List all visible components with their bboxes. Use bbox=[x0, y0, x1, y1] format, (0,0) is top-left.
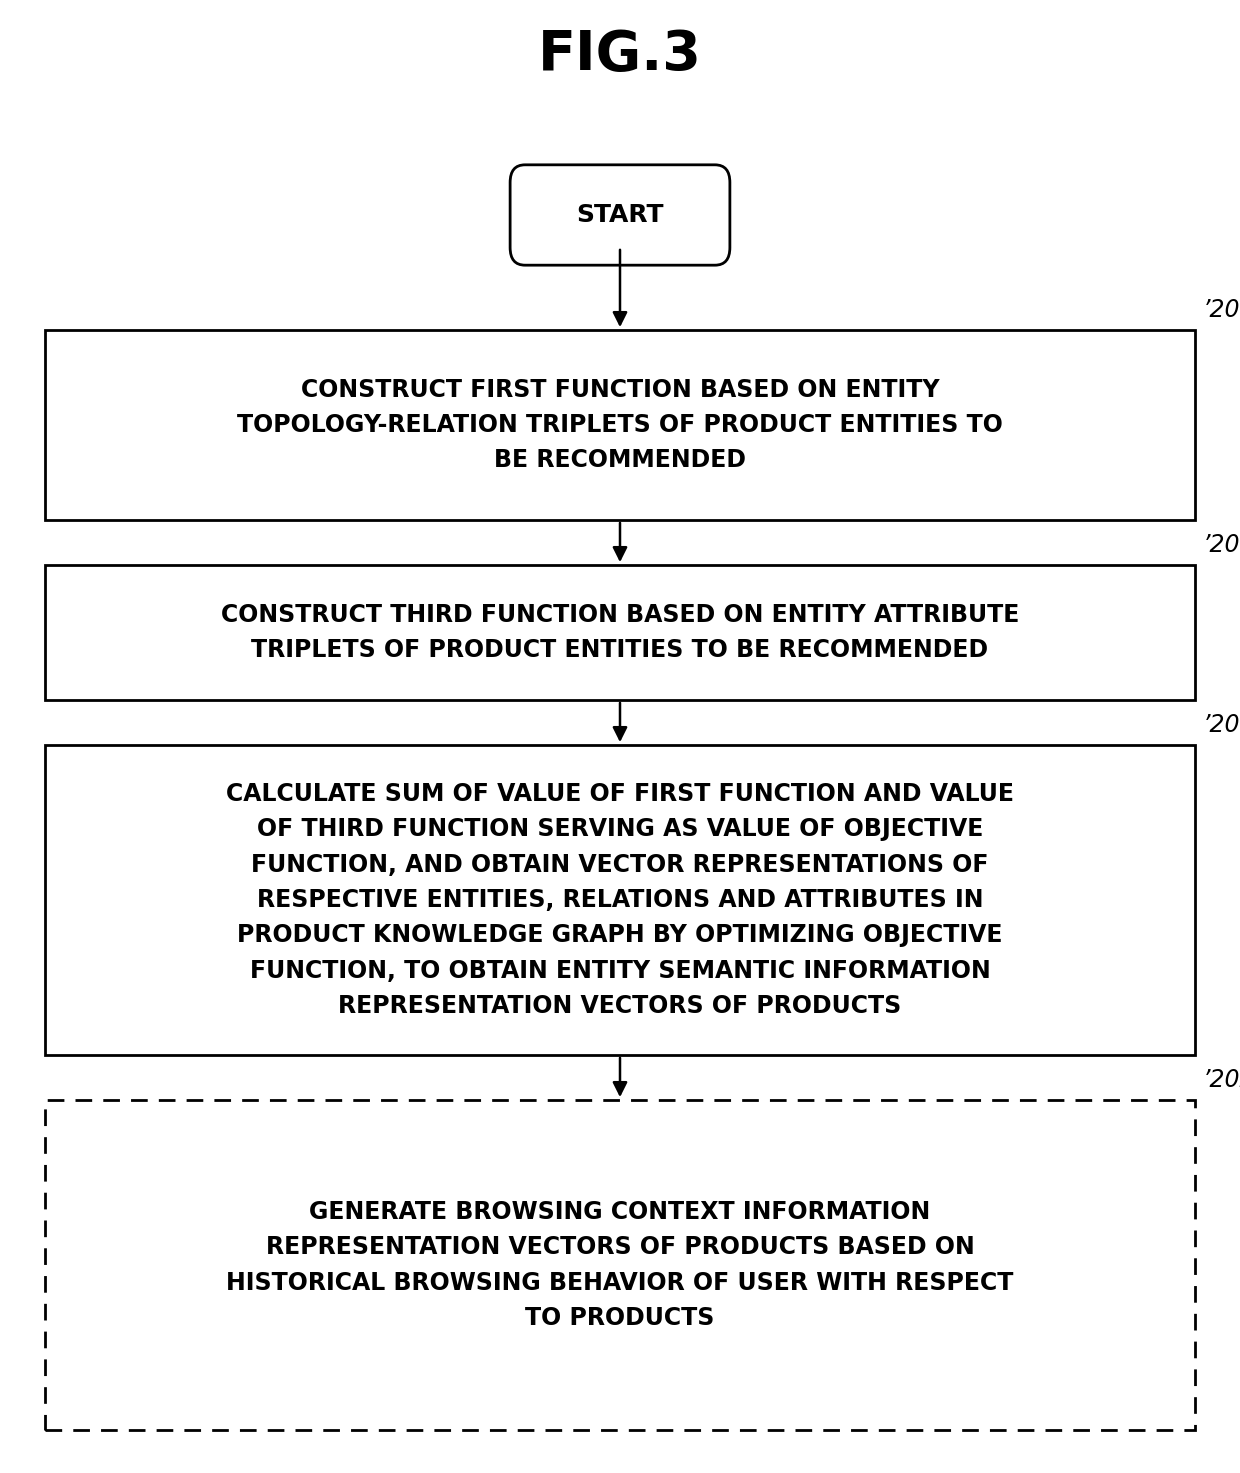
Text: CONSTRUCT THIRD FUNCTION BASED ON ENTITY ATTRIBUTE
TRIPLETS OF PRODUCT ENTITIES : CONSTRUCT THIRD FUNCTION BASED ON ENTITY… bbox=[221, 602, 1019, 663]
Text: GENERATE BROWSING CONTEXT INFORMATION
REPRESENTATION VECTORS OF PRODUCTS BASED O: GENERATE BROWSING CONTEXT INFORMATION RE… bbox=[227, 1200, 1013, 1330]
FancyBboxPatch shape bbox=[45, 566, 1195, 700]
FancyBboxPatch shape bbox=[45, 745, 1195, 1055]
Text: CONSTRUCT FIRST FUNCTION BASED ON ENTITY
TOPOLOGY-RELATION TRIPLETS OF PRODUCT E: CONSTRUCT FIRST FUNCTION BASED ON ENTITY… bbox=[237, 377, 1003, 473]
FancyBboxPatch shape bbox=[45, 330, 1195, 520]
Text: ’2013: ’2013 bbox=[1203, 713, 1240, 736]
Text: ’2011: ’2011 bbox=[1203, 298, 1240, 323]
Text: FIG.3: FIG.3 bbox=[538, 28, 702, 82]
Text: CALCULATE SUM OF VALUE OF FIRST FUNCTION AND VALUE
OF THIRD FUNCTION SERVING AS : CALCULATE SUM OF VALUE OF FIRST FUNCTION… bbox=[226, 782, 1014, 1018]
Text: START: START bbox=[577, 203, 663, 227]
Text: ’2012: ’2012 bbox=[1203, 533, 1240, 557]
FancyBboxPatch shape bbox=[510, 165, 730, 265]
Text: ’202: ’202 bbox=[1203, 1068, 1240, 1091]
FancyBboxPatch shape bbox=[45, 1100, 1195, 1430]
